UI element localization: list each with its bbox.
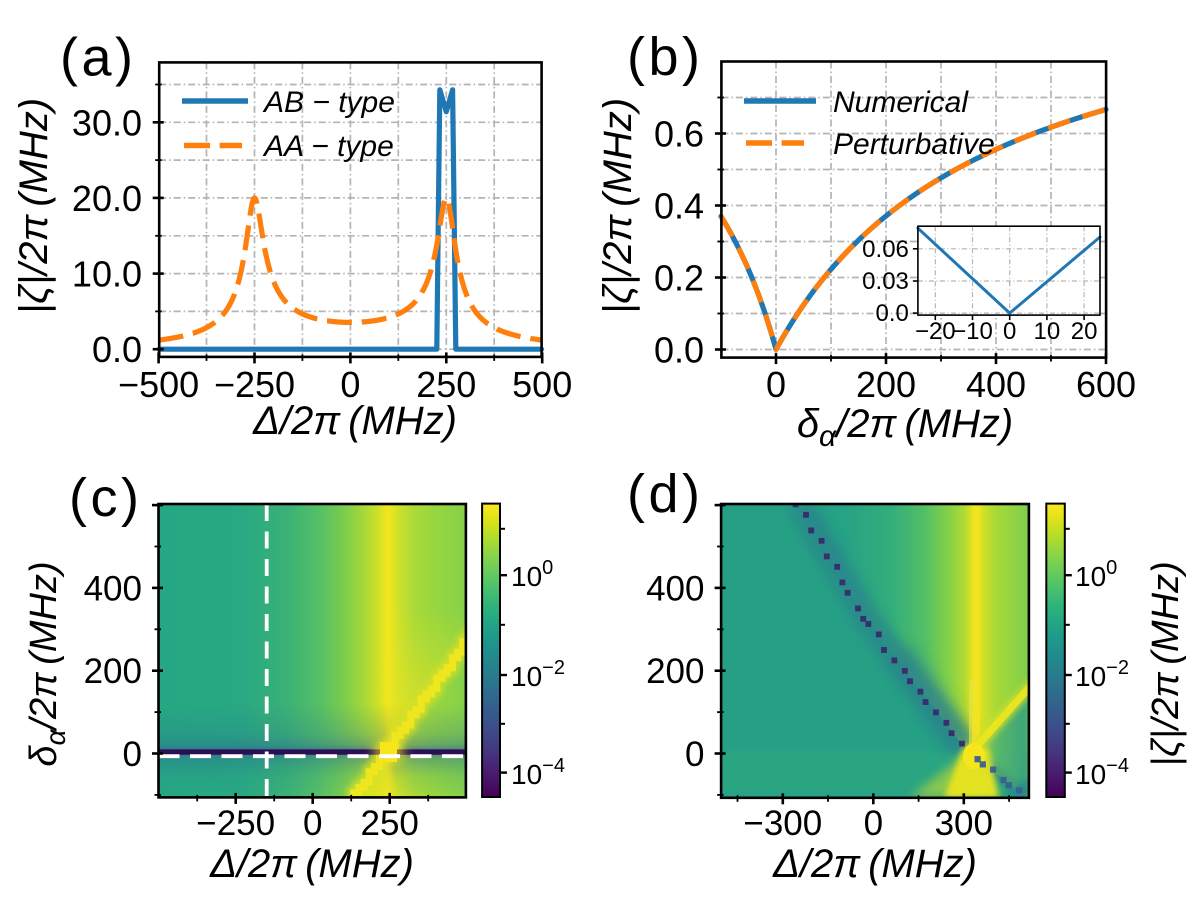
svg-text:0.2: 0.2 [654, 258, 704, 299]
svg-text:−10: −10 [952, 318, 993, 345]
svg-text:400: 400 [84, 569, 142, 608]
svg-text:|ζ|/2π (MHz): |ζ|/2π (MHz) [1145, 561, 1187, 767]
svg-text:400: 400 [646, 569, 704, 608]
svg-text:250: 250 [360, 804, 418, 843]
svg-text:0.0: 0.0 [876, 300, 909, 327]
svg-text:−20: −20 [915, 318, 956, 345]
svg-text:|ζ|/2π (MHz): |ζ|/2π (MHz) [596, 98, 640, 314]
svg-text:600: 600 [1076, 364, 1136, 405]
svg-text:20: 20 [1071, 318, 1098, 345]
svg-text:10.0: 10.0 [72, 254, 142, 295]
svg-text:500: 500 [512, 364, 572, 405]
svg-text:(d): (d) [627, 464, 704, 524]
svg-text:0: 0 [1003, 318, 1016, 345]
svg-text:Perturbative: Perturbative [833, 128, 995, 161]
svg-text:400: 400 [966, 364, 1026, 405]
svg-text:300: 300 [935, 804, 993, 843]
svg-text:0: 0 [303, 804, 322, 843]
svg-text:0.6: 0.6 [654, 114, 704, 155]
svg-text:Δ/2π (MHz): Δ/2π (MHz) [772, 842, 977, 886]
svg-text:AB − type: AB − type [262, 86, 395, 119]
svg-text:200: 200 [856, 364, 916, 405]
svg-text:−500: −500 [118, 364, 199, 405]
svg-text:Δ/2π (MHz): Δ/2π (MHz) [209, 842, 414, 886]
svg-text:10−2: 10−2 [511, 657, 565, 692]
svg-text:10: 10 [1034, 318, 1061, 345]
svg-text:0: 0 [123, 735, 142, 774]
svg-text:δα/2π (MHz): δα/2π (MHz) [23, 561, 71, 766]
svg-text:−250: −250 [196, 804, 275, 843]
svg-text:|ζ|/2π (MHz): |ζ|/2π (MHz) [12, 98, 56, 314]
svg-text:δα/2π (MHz): δα/2π (MHz) [797, 402, 1013, 453]
svg-text:0.03: 0.03 [862, 268, 909, 295]
svg-text:0.4: 0.4 [654, 186, 704, 227]
svg-text:0: 0 [685, 735, 704, 774]
svg-text:−250: −250 [214, 364, 295, 405]
svg-text:(b): (b) [627, 27, 704, 87]
svg-text:0: 0 [864, 804, 883, 843]
svg-text:(a): (a) [60, 28, 137, 88]
svg-text:0.0: 0.0 [92, 329, 142, 370]
svg-text:AA − type: AA − type [262, 130, 394, 163]
svg-text:Numerical: Numerical [833, 86, 969, 119]
svg-text:10−4: 10−4 [511, 755, 565, 790]
svg-text:Δ/2π (MHz): Δ/2π (MHz) [252, 399, 457, 443]
svg-text:250: 250 [416, 364, 476, 405]
svg-text:0.06: 0.06 [862, 236, 909, 263]
svg-text:(c): (c) [69, 468, 142, 528]
svg-text:200: 200 [84, 652, 142, 691]
svg-text:30.0: 30.0 [72, 102, 142, 143]
svg-text:200: 200 [646, 652, 704, 691]
svg-text:−300: −300 [743, 804, 822, 843]
svg-text:20.0: 20.0 [72, 178, 142, 219]
svg-text:0: 0 [766, 364, 786, 405]
svg-text:0: 0 [340, 364, 360, 405]
svg-text:0.0: 0.0 [654, 330, 704, 371]
